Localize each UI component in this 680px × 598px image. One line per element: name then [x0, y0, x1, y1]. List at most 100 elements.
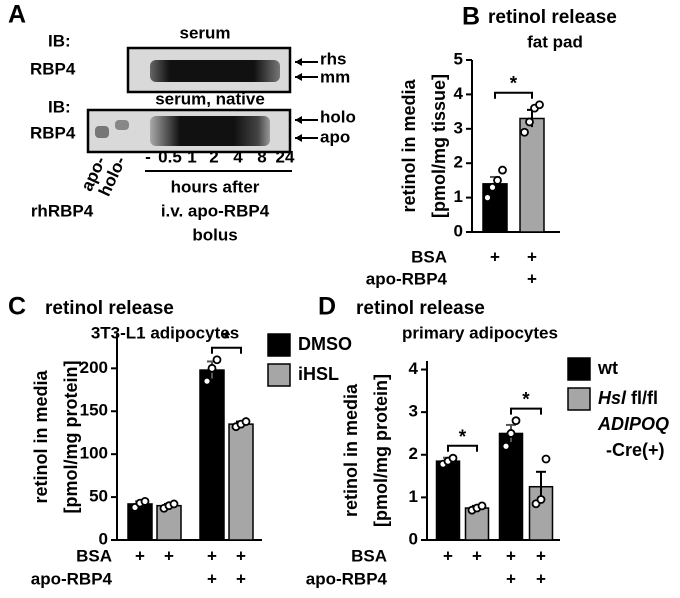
- data-point: [493, 175, 502, 185]
- condition-mark: +: [527, 247, 537, 266]
- y-tick-label: 150: [80, 401, 108, 420]
- y-tick-label: 2: [409, 444, 418, 463]
- lane-caption: bolus: [192, 225, 237, 244]
- control-caption: rhRBP4: [31, 201, 94, 220]
- bar: [199, 369, 225, 541]
- chart-title: retinol release: [488, 7, 617, 28]
- data-point: [511, 416, 521, 426]
- condition-label: BSA: [351, 546, 387, 565]
- blot-band: [95, 126, 109, 138]
- lane-label: 2: [209, 147, 218, 166]
- legend-label: Hsl fl/fl ADIPOQ -Cre(+): [597, 388, 669, 460]
- lane-caption: hours after: [171, 177, 260, 196]
- significance-label: *: [459, 427, 467, 448]
- condition-mark: +: [207, 569, 217, 588]
- chart-subtitle: 3T3-L1 adipocytes: [91, 323, 239, 342]
- condition-label: apo-RBP4: [366, 269, 448, 288]
- y-tick-label: 200: [80, 358, 108, 377]
- data-point: [541, 454, 551, 464]
- sample-label: serum, native: [155, 89, 265, 108]
- significance-label: *: [223, 329, 231, 350]
- y-tick-label: 0: [454, 221, 463, 240]
- data-point: [477, 501, 487, 511]
- legend-swatch: [267, 363, 291, 387]
- data-point: [501, 441, 511, 451]
- bar: [435, 460, 461, 541]
- condition-mark: +: [472, 546, 482, 565]
- data-point: [488, 182, 497, 192]
- significance-bracket: [510, 407, 542, 415]
- legend-swatch: [567, 387, 591, 411]
- condition-label: apo-RBP4: [306, 569, 388, 588]
- panel-letter: C: [8, 293, 26, 321]
- antibody-label: RBP4: [30, 123, 76, 142]
- y-tick-label: 0: [409, 529, 418, 548]
- panel-letter: D: [318, 293, 336, 321]
- y-tick-label: 100: [80, 444, 108, 463]
- panel-letter: B: [462, 3, 480, 31]
- band-label: holo: [320, 107, 356, 126]
- legend-label: wt: [597, 358, 618, 378]
- y-tick-label: 3: [454, 118, 463, 137]
- lane-label: -: [145, 147, 151, 166]
- data-point: [140, 496, 150, 506]
- data-point: [448, 453, 458, 463]
- condition-mark: +: [490, 247, 500, 266]
- condition-label: BSA: [76, 546, 112, 565]
- lane-labels: -0.5 1 2 4 8 24: [145, 147, 295, 166]
- condition-mark: +: [164, 546, 174, 565]
- y-tick-label: 1: [409, 487, 418, 506]
- y-tick-label: 0: [99, 529, 108, 548]
- y-axis-label: [pmol/mg protein]: [61, 361, 81, 514]
- condition-mark: +: [135, 546, 145, 565]
- significance-bracket: [447, 444, 478, 452]
- condition-mark: +: [236, 546, 246, 565]
- y-tick-label: 4: [454, 84, 464, 103]
- lane-label: 4: [233, 147, 243, 166]
- panel-letter: A: [8, 1, 26, 29]
- band-label: mm: [320, 67, 350, 86]
- data-point: [241, 417, 251, 426]
- sample-label: serum: [179, 23, 230, 42]
- condition-mark: +: [207, 546, 217, 565]
- blot-band: [115, 120, 129, 130]
- antibody-label: RBP4: [30, 59, 76, 78]
- y-axis-label: [pmol/mg tissue]: [429, 74, 449, 218]
- blot-band: [150, 60, 280, 82]
- chart-title: retinol release: [356, 298, 485, 319]
- bar: [482, 183, 508, 233]
- bar: [228, 423, 254, 541]
- data-point: [520, 127, 529, 137]
- condition-mark: +: [443, 546, 453, 565]
- significance-bracket: [211, 346, 242, 354]
- condition-label: apo-RBP4: [31, 569, 113, 588]
- data-point: [525, 117, 534, 127]
- lane-label: 1: [187, 147, 196, 166]
- chart-title: retinol release: [45, 298, 174, 319]
- y-tick-label: 4: [409, 359, 419, 378]
- condition-mark: +: [506, 569, 516, 588]
- condition-mark: +: [536, 546, 546, 565]
- significance-bracket: [494, 91, 533, 99]
- lane-caption: i.v. apo-RBP4: [161, 201, 270, 220]
- arrowhead: [295, 73, 302, 81]
- data-point: [169, 499, 179, 509]
- y-axis-label: retinol in media: [31, 370, 51, 504]
- bar: [519, 117, 545, 233]
- y-tick-label: 3: [409, 402, 418, 421]
- lane-label: 8: [257, 147, 266, 166]
- bar: [498, 432, 524, 541]
- condition-mark: +: [527, 269, 537, 288]
- legend-label: iHSL: [298, 364, 339, 384]
- significance-label: *: [510, 74, 518, 95]
- condition-label: BSA: [411, 247, 447, 266]
- y-tick-label: 5: [454, 49, 463, 68]
- band-label: rhs: [320, 49, 346, 68]
- legend-swatch: [567, 357, 591, 381]
- y-tick-label: 50: [89, 487, 108, 506]
- data-point: [506, 429, 516, 438]
- ib-label: IB:: [48, 31, 71, 50]
- legend-swatch: [267, 333, 291, 357]
